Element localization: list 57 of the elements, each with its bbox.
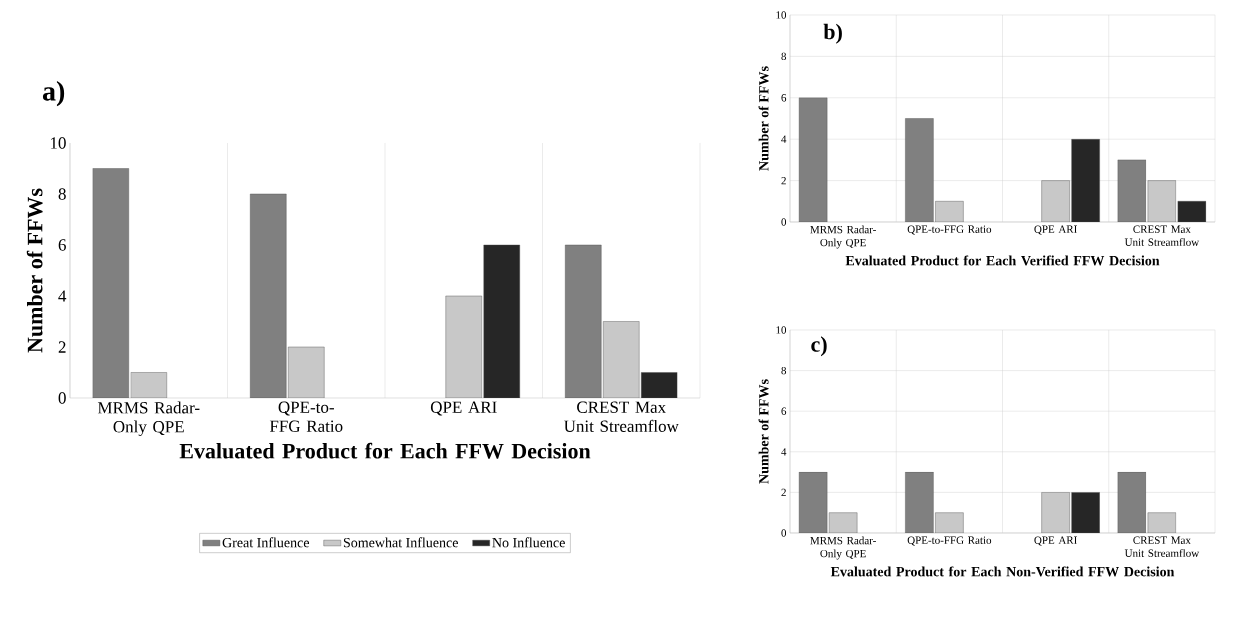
bar [130, 372, 167, 398]
bar [905, 471, 934, 533]
y-tick-label: 2 [58, 341, 66, 353]
bar [92, 168, 129, 398]
y-tick-label: 8 [781, 366, 787, 375]
x-tick-label: QPE-to-FFG Ratio [907, 536, 992, 546]
y-tick-label: 4 [781, 135, 787, 143]
bar [288, 346, 325, 398]
x-tick-label: CREST Max Unit Streamflow [564, 401, 679, 432]
y-tick-label: 2 [781, 488, 786, 497]
x-axis-title: Evaluated Product for Each Verified FFW Decision [845, 255, 1160, 266]
bar [1117, 471, 1147, 533]
legend-label: Great Influence [222, 537, 310, 548]
y-tick-label: 6 [781, 94, 787, 102]
x-tick-label: QPE ARI [430, 401, 497, 416]
bar [905, 118, 934, 222]
bar [935, 512, 964, 533]
x-tick-label: CREST Max Unit Streamflow [1124, 536, 1200, 557]
x-axis-title: Evaluated Product for Each FFW Decision [179, 442, 591, 459]
y-tick-label: 6 [58, 239, 66, 251]
y-tick-label: 4 [58, 290, 67, 302]
bar [798, 471, 828, 533]
y-tick-label: 0 [58, 392, 66, 404]
bar [483, 244, 520, 398]
bar [1117, 159, 1147, 222]
y-axis-title: Number of FFWs [758, 66, 769, 171]
x-tick-label: QPE ARI [1034, 225, 1077, 235]
y-axis-title: Number of FFWs [26, 188, 43, 353]
y-tick-label: 6 [781, 407, 787, 415]
legend-label: Somewhat Influence [343, 537, 458, 548]
x-axis-title: Evaluated Product for Each Non-Verified FFW Decision [830, 566, 1175, 577]
x-tick-label: MRMS Radar-Only QPE [810, 225, 876, 249]
chart-title: a) [42, 80, 65, 107]
y-tick-label: 8 [781, 52, 787, 61]
x-tick-label: MRMS Radar-Only QPE [97, 401, 200, 436]
y-tick-label: 8 [58, 188, 66, 200]
y-tick-label: 4 [781, 448, 787, 456]
chart-title: c) [811, 336, 827, 357]
bar [641, 372, 678, 398]
bar [603, 321, 640, 398]
x-tick-label: QPE ARI [1034, 536, 1077, 546]
bar [798, 97, 828, 222]
bar [445, 295, 482, 398]
y-tick-label: 10 [776, 326, 787, 334]
y-tick-label: 2 [781, 176, 786, 185]
x-tick-label: QPE-to-FFG Ratio [907, 225, 992, 235]
x-tick-label: CREST Max Unit Streamflow [1124, 225, 1200, 246]
y-axis-title: Number of FFWs [758, 379, 769, 484]
y-tick-label: 10 [50, 137, 66, 149]
x-tick-label: MRMS Radar-Only QPE [810, 536, 876, 560]
legend-label: No Influence [492, 537, 565, 548]
bar [1041, 492, 1070, 533]
chart-title: b) [823, 23, 842, 44]
y-tick-label: 0 [781, 218, 787, 226]
x-tick-label: QPE-to-FFG Ratio [269, 401, 343, 432]
y-tick-label: 0 [781, 529, 787, 537]
y-tick-label: 10 [776, 11, 787, 19]
